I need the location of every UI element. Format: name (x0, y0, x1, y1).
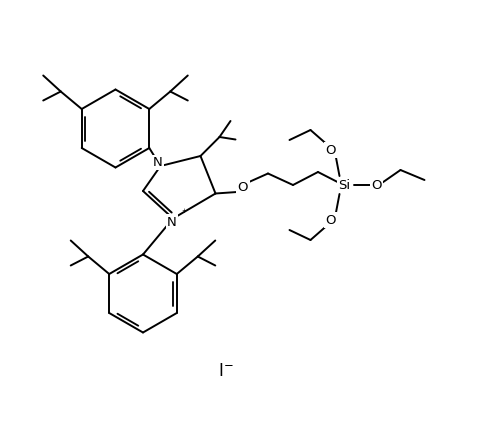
Text: O: O (238, 181, 248, 194)
Text: Si: Si (339, 179, 351, 192)
Text: N: N (167, 216, 177, 229)
Text: N: N (153, 156, 163, 169)
Text: O: O (325, 213, 336, 226)
Text: O: O (325, 144, 336, 157)
Text: I$^{-}$: I$^{-}$ (218, 362, 233, 380)
Text: O: O (371, 179, 382, 192)
Text: $^+$: $^+$ (180, 208, 188, 218)
